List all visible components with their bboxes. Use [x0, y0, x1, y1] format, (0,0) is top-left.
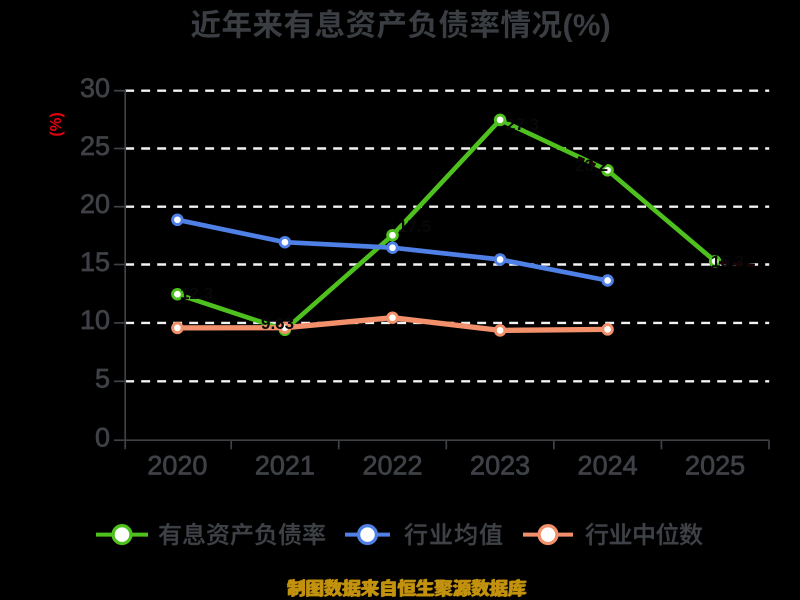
svg-text:5: 5	[95, 364, 110, 394]
svg-text:15.3: 15.3	[711, 252, 744, 271]
svg-text:30: 30	[80, 73, 110, 103]
svg-text:17.5: 17.5	[398, 217, 431, 236]
svg-text:(%): (%)	[48, 112, 65, 136]
svg-text:2022: 2022	[362, 450, 422, 480]
svg-text:25: 25	[80, 131, 110, 161]
svg-text:(%): (%)	[563, 8, 611, 43]
svg-text:27.3: 27.3	[506, 115, 539, 134]
svg-text:12.3: 12.3	[180, 284, 213, 303]
svg-text:0: 0	[95, 423, 110, 453]
svg-text:2021: 2021	[255, 450, 315, 480]
svg-text:10: 10	[80, 305, 110, 335]
svg-text:2024: 2024	[578, 450, 638, 480]
svg-text:9.63: 9.63	[261, 314, 294, 333]
svg-text:2023: 2023	[470, 450, 530, 480]
svg-text:2025: 2025	[685, 450, 745, 480]
svg-text:20: 20	[80, 189, 110, 219]
svg-text:15: 15	[80, 247, 110, 277]
svg-text:2020: 2020	[147, 450, 207, 480]
